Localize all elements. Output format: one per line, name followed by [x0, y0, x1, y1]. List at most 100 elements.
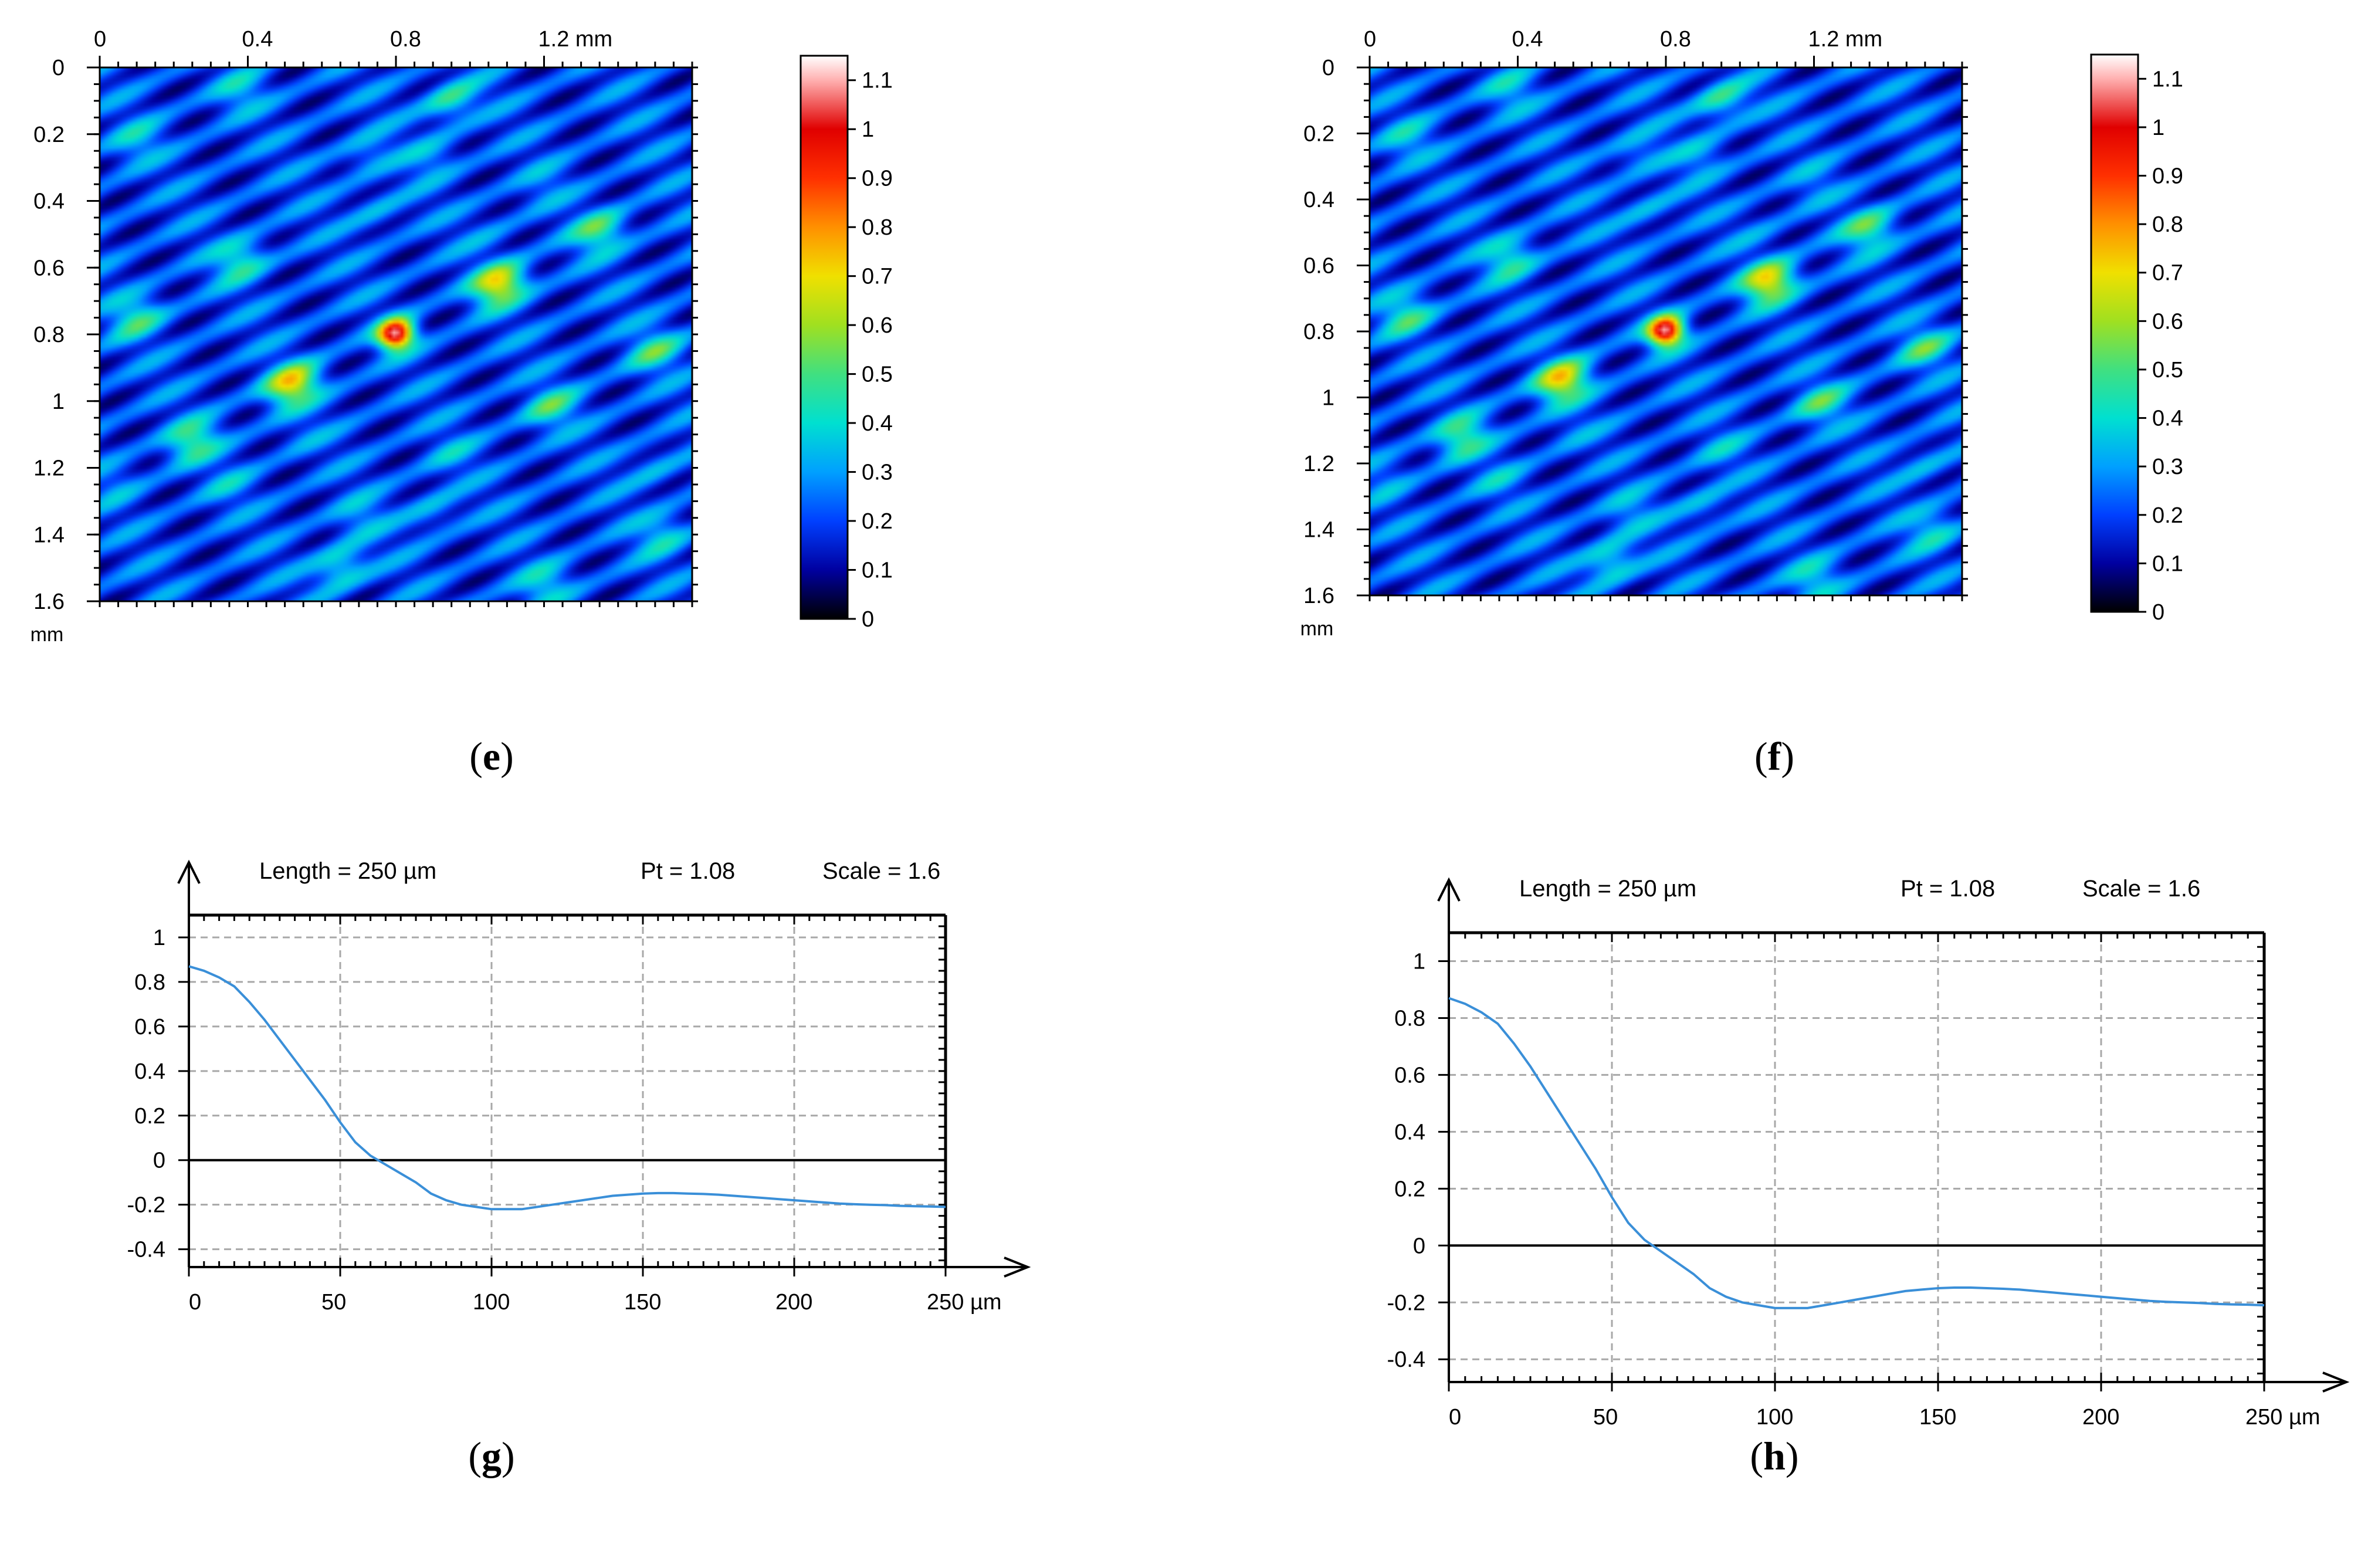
colorbar-tick-label: 1	[862, 117, 874, 142]
y-tick-label: 1.4	[33, 523, 65, 547]
colorbar-tick-label: 0.8	[2152, 212, 2183, 237]
y-tick-label: 1	[52, 390, 65, 414]
colorbar-tick-label: 0.5	[862, 363, 893, 387]
x-tick-label: 0	[1364, 27, 1376, 52]
y-tick-label: -0.2	[1387, 1291, 1425, 1315]
colorbar-tick-label: 0.2	[862, 509, 893, 534]
colorbar-tick-label: 0.3	[2152, 455, 2183, 479]
colorbar-tick-label: 0.8	[862, 215, 893, 240]
y-tick-label: 0	[1413, 1234, 1425, 1258]
x-tick-label: 0.4	[242, 27, 273, 52]
y-tick-label: 0.2	[1394, 1177, 1425, 1201]
colorbar-tick-label: 0.9	[862, 167, 893, 191]
x-tick-label: 250 µm	[927, 1290, 1002, 1315]
x-tick-label: 0.8	[390, 27, 421, 52]
y-tick-label: 0.2	[33, 123, 65, 147]
y-tick-label: 0.4	[33, 189, 65, 214]
chart-title-part: Length = 250 µm	[1519, 876, 1696, 902]
colorbar-tick-label: 0.7	[862, 265, 893, 289]
y-tick-label: 1.2	[33, 456, 65, 481]
y-tick-label: 0.8	[1303, 320, 1334, 344]
y-tick-label: 0	[153, 1149, 165, 1173]
y-tick-label: 0.8	[134, 970, 165, 995]
y-unit-label: mm	[1300, 618, 1334, 640]
x-tick-label: 0	[94, 27, 106, 52]
x-tick-label: 50	[321, 1290, 346, 1315]
x-tick-label: 250 µm	[2245, 1405, 2320, 1430]
line-panel-h: 1 0.8 0.6 0.4 0.2 0 -0.2 -0.4 0 50 100 150 200 250 µm…	[1387, 876, 2350, 1430]
panel-label-f: (f)	[1754, 734, 1794, 778]
y-tick-label: 0.8	[1394, 1006, 1425, 1031]
y-tick-label: 1	[1322, 386, 1334, 411]
y-tick-label: 0.6	[1303, 254, 1334, 279]
colorbar-tick-label: 0	[862, 607, 874, 632]
y-unit-label: mm	[31, 624, 64, 646]
colorbar-tick-label: 0.2	[2152, 503, 2183, 528]
y-tick-label: 1	[1413, 949, 1425, 974]
chart-title-part: Scale = 1.6	[2082, 876, 2200, 902]
colorbar	[800, 55, 849, 620]
y-tick-label: 0.2	[134, 1104, 165, 1129]
colorbar-tick-label: 0.4	[2152, 407, 2183, 431]
colorbar-tick-label: 0.7	[2152, 261, 2183, 286]
y-axis-arrow	[1437, 877, 1461, 902]
line-panel-g: 1 0.8 0.6 0.4 0.2 0 -0.2 -0.4 0 50 100 150 200 250 µm…	[127, 858, 1031, 1315]
heatmap-panel-e: 0 0.4 0.8 1.2 mm 0 0.2 0.4 0.6 0.8 1 1.2 1.4 1.6 mm 0 0…	[31, 27, 893, 646]
chart-layer: 0 0.4 0.8 1.2 mm 0 0.2 0.4 0.6 0.8 1 1.2 1.4 1.6 mm 0 0…	[31, 27, 2350, 1478]
colorbar-tick-label: 0	[2152, 600, 2164, 625]
colorbar-tick-label: 1.1	[862, 69, 893, 93]
y-tick-label: 0.4	[134, 1059, 165, 1084]
heatmap-panel-f: 0 0.4 0.8 1.2 mm 0 0.2 0.4 0.6 0.8 1 1.2 1.4 1.6 mm 0 0…	[1300, 27, 2183, 640]
x-axis-arrow	[1004, 1257, 1031, 1278]
heatmap-image	[100, 67, 692, 601]
plot-area	[189, 915, 946, 1267]
x-tick-label: 0.4	[1512, 27, 1543, 52]
y-tick-label: 1.6	[1303, 584, 1334, 608]
x-tick-label: 150	[624, 1290, 661, 1315]
y-tick-label: 1.2	[1303, 452, 1334, 476]
chart-title-part: Pt = 1.08	[1901, 876, 1995, 902]
y-tick-label: 0	[1322, 56, 1334, 80]
chart-title-part: Scale = 1.6	[822, 858, 940, 884]
colorbar-tick-label: 0.6	[2152, 309, 2183, 334]
colorbar-tick-label: 0.9	[2152, 164, 2183, 189]
colorbar-tick-label: 1.1	[2152, 67, 2183, 92]
x-tick-label: 50	[1593, 1405, 1618, 1430]
colorbar-tick-label: 0.5	[2152, 358, 2183, 382]
colorbar-tick-label: 1	[2152, 116, 2164, 140]
y-tick-label: -0.4	[127, 1238, 165, 1262]
x-tick-label: 0	[1449, 1405, 1461, 1430]
x-tick-label: 100	[473, 1290, 510, 1315]
colorbar-tick-label: 0.1	[862, 558, 893, 583]
colorbar-tick-label: 0.1	[2152, 551, 2183, 576]
y-tick-label: 0.6	[1394, 1063, 1425, 1088]
colorbar	[2090, 53, 2139, 613]
y-tick-label: 0.2	[1303, 122, 1334, 147]
panel-label-e: (e)	[469, 734, 514, 778]
x-tick-label: 1.2 mm	[538, 27, 613, 52]
panel-label-h: (h)	[1750, 1434, 1798, 1478]
x-tick-label: 200	[2082, 1405, 2119, 1430]
colorbar-tick-label: 0.6	[862, 313, 893, 338]
y-tick-label: 0.8	[33, 323, 65, 347]
chart-title-part: Length = 250 µm	[259, 858, 436, 884]
x-tick-label: 0.8	[1660, 27, 1691, 52]
y-axis-arrow	[177, 859, 201, 884]
x-tick-label: 0	[189, 1290, 201, 1315]
y-tick-label: -0.2	[127, 1193, 165, 1218]
y-tick-label: 1.6	[33, 590, 65, 614]
colorbar-tick-label: 0.4	[862, 411, 893, 436]
y-tick-label: 0.4	[1394, 1120, 1425, 1144]
colorbar-tick-label: 0.3	[862, 460, 893, 485]
y-tick-label: 1.4	[1303, 518, 1334, 543]
y-tick-label: 1	[153, 926, 165, 950]
y-tick-label: 0.4	[1303, 188, 1334, 212]
y-tick-label: 0.6	[134, 1015, 165, 1039]
y-tick-label: 0.6	[33, 256, 65, 280]
x-tick-label: 200	[775, 1290, 812, 1315]
x-tick-label: 100	[1756, 1405, 1793, 1430]
x-tick-label: 150	[1919, 1405, 1956, 1430]
panel-label-g: (g)	[468, 1434, 514, 1478]
x-axis-arrow	[2322, 1371, 2350, 1393]
